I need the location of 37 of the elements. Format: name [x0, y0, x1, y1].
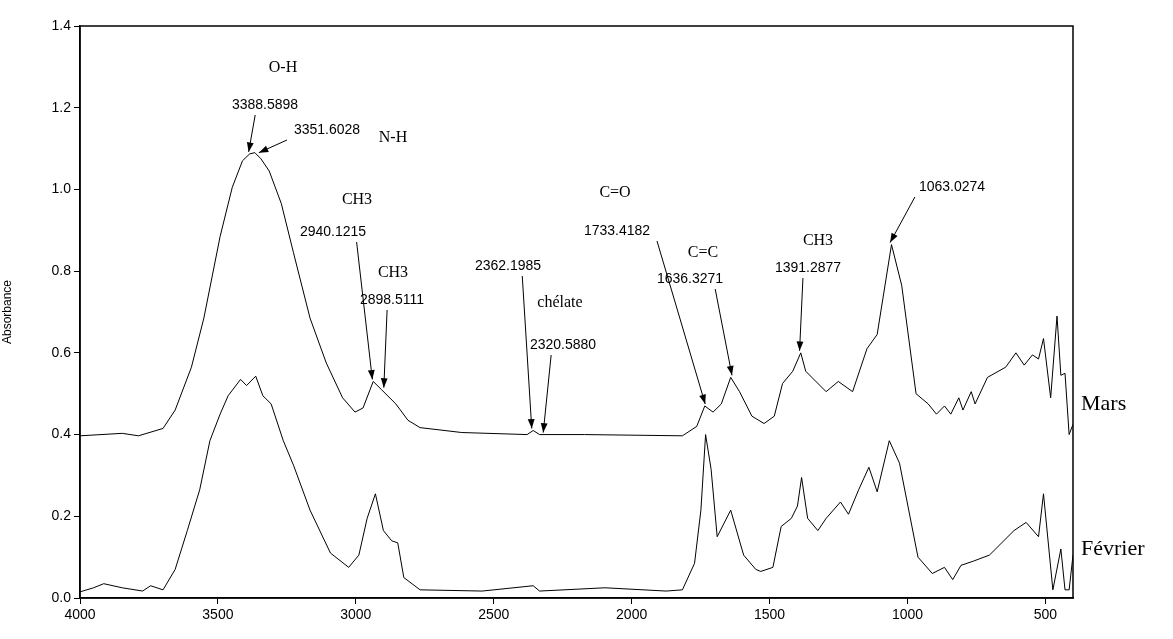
y-tick-label: 0.2 — [51, 507, 72, 524]
annotation: O-H — [268, 58, 298, 76]
x-tick-label: 2000 — [616, 606, 648, 623]
y-tick-label: 1.0 — [51, 180, 72, 197]
annotation: 1063.0274 — [918, 177, 986, 194]
y-tick-label: 0.8 — [51, 262, 72, 278]
annotation: chélate — [537, 293, 583, 311]
annotation: CH3 — [802, 231, 834, 249]
annotation: 2898.5111 — [359, 290, 425, 307]
annotation: 2320.5880 — [529, 335, 597, 352]
annotation: 1391.2877 — [774, 258, 842, 275]
annotation: CH3 — [377, 263, 409, 281]
y-axis-title: Absorbance — [0, 279, 14, 345]
x-tick-label: 500 — [1033, 606, 1058, 623]
y-tick-label: 1.4 — [51, 16, 72, 33]
annotation: 2362.1985 — [474, 256, 542, 273]
y-tick-label: 0.0 — [51, 588, 72, 605]
x-tick-label: 1000 — [891, 606, 924, 623]
annotation: 3351.6028 — [293, 120, 361, 137]
annotation: C=O — [599, 183, 631, 201]
annotation: 3388.5898 — [231, 95, 299, 112]
annotation: 1733.4182 — [583, 221, 651, 238]
annotation: CH3 — [341, 190, 373, 208]
annotation: C=C — [687, 243, 719, 261]
series-label: Février — [1081, 534, 1146, 560]
x-tick-label: 3000 — [340, 606, 372, 623]
annotation: 1636.3271 — [656, 269, 724, 286]
x-tick-label: 2500 — [478, 606, 510, 623]
annotation: N-H — [378, 128, 408, 146]
series-label: Mars — [1081, 390, 1127, 416]
x-tick-label: 1500 — [754, 606, 786, 623]
annotation: 2940.1215 — [299, 222, 367, 239]
x-tick-label: 3500 — [202, 606, 234, 623]
y-tick-label: 0.4 — [51, 425, 72, 442]
y-tick-label: 0.6 — [51, 343, 72, 360]
y-tick-label: 1.2 — [51, 98, 72, 115]
x-tick-label: 4000 — [64, 606, 96, 623]
